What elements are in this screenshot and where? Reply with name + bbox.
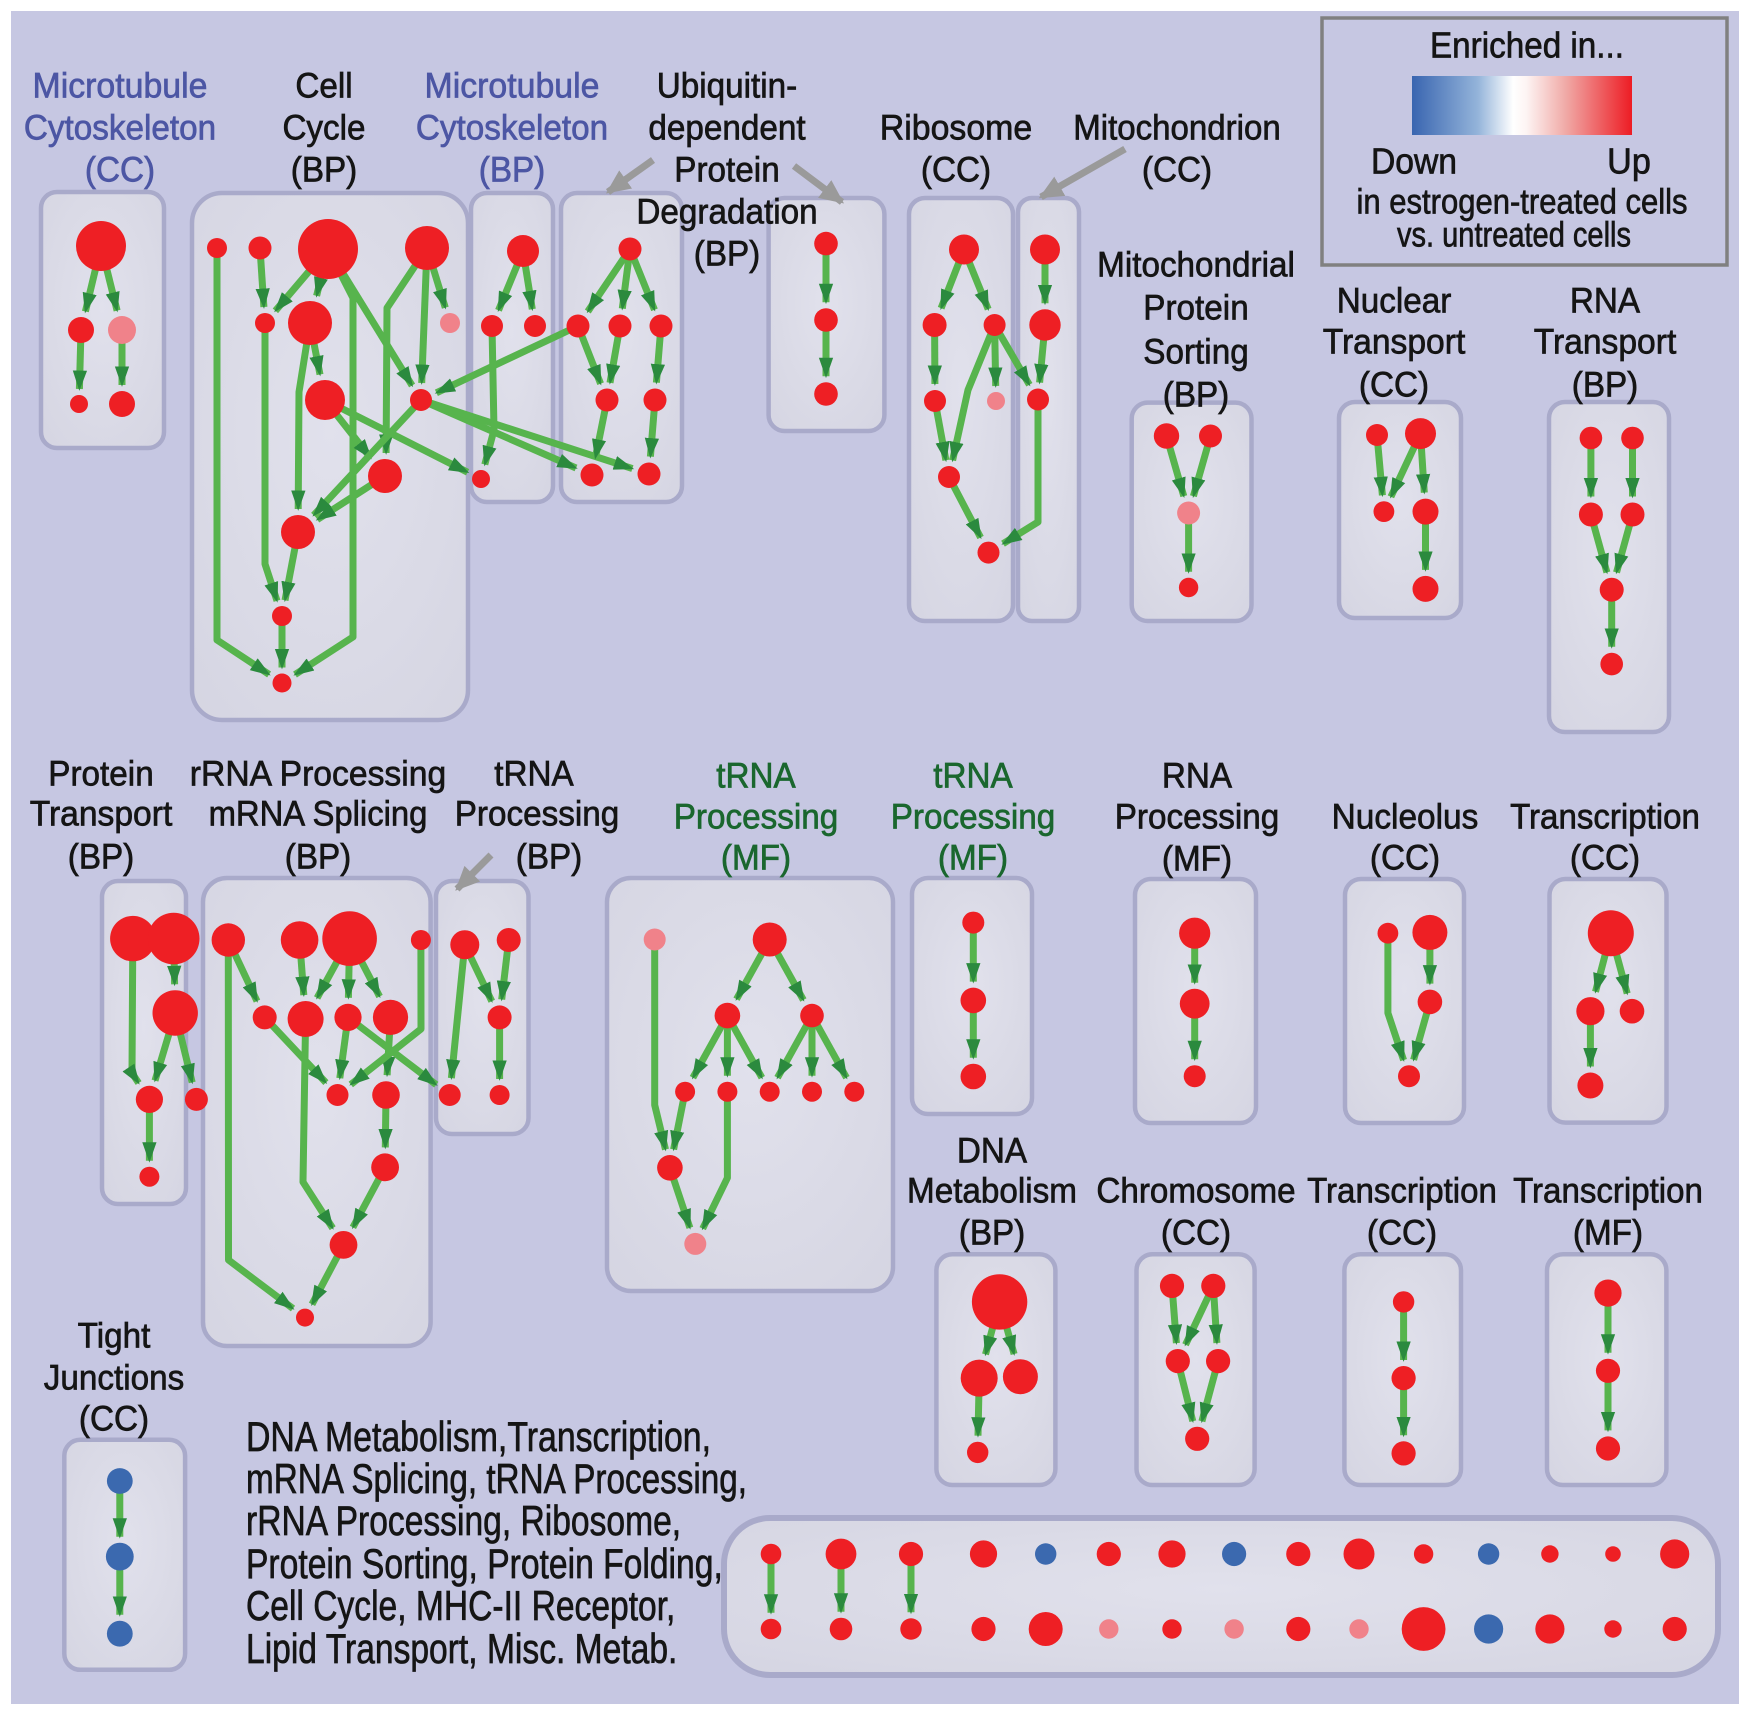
svg-text:Transcription: Transcription xyxy=(1513,1171,1703,1210)
svg-text:(BP): (BP) xyxy=(68,837,135,876)
svg-text:Transport: Transport xyxy=(30,794,173,833)
svg-text:(CC): (CC) xyxy=(921,150,991,189)
svg-text:Transcription: Transcription xyxy=(1510,797,1700,836)
svg-text:Lipid Transport, Misc. Metab.: Lipid Transport, Misc. Metab. xyxy=(246,1625,677,1672)
svg-text:(BP): (BP) xyxy=(516,837,583,876)
svg-text:(CC): (CC) xyxy=(1367,1213,1437,1252)
svg-text:Enriched in...: Enriched in... xyxy=(1430,25,1624,66)
svg-text:DNA Metabolism,Transcription,: DNA Metabolism,Transcription, xyxy=(246,1413,711,1460)
svg-text:(BP): (BP) xyxy=(1163,375,1230,414)
svg-text:Processing: Processing xyxy=(1115,797,1280,836)
svg-text:dependent: dependent xyxy=(648,108,805,147)
svg-text:Nuclear: Nuclear xyxy=(1337,281,1452,320)
svg-text:(CC): (CC) xyxy=(1570,838,1640,877)
svg-text:Cytoskeleton: Cytoskeleton xyxy=(24,108,216,147)
svg-text:(CC): (CC) xyxy=(1370,838,1440,877)
svg-text:mRNA Splicing, tRNA Processing: mRNA Splicing, tRNA Processing, xyxy=(246,1455,747,1502)
svg-text:(BP): (BP) xyxy=(285,837,352,876)
svg-text:Cell Cycle, MHC-II Receptor,: Cell Cycle, MHC-II Receptor, xyxy=(246,1582,675,1629)
svg-text:Protein: Protein xyxy=(674,150,779,189)
svg-text:Sorting: Sorting xyxy=(1143,332,1248,371)
svg-text:(CC): (CC) xyxy=(1161,1213,1231,1252)
svg-text:tRNA: tRNA xyxy=(494,754,574,793)
svg-text:Processing: Processing xyxy=(674,797,839,836)
svg-text:tRNA: tRNA xyxy=(933,756,1013,795)
svg-text:Down: Down xyxy=(1371,141,1457,182)
svg-text:(MF): (MF) xyxy=(1162,839,1232,878)
svg-text:(MF): (MF) xyxy=(938,838,1008,877)
svg-text:in estrogen-treated cells: in estrogen-treated cells xyxy=(1357,182,1688,221)
svg-text:(CC): (CC) xyxy=(85,150,155,189)
svg-text:Processing: Processing xyxy=(455,794,620,833)
svg-text:RNA: RNA xyxy=(1570,281,1641,320)
svg-text:Chromosome: Chromosome xyxy=(1096,1171,1295,1210)
svg-text:(MF): (MF) xyxy=(1573,1213,1643,1252)
svg-text:rRNA Processing: rRNA Processing xyxy=(190,754,446,793)
svg-text:Processing: Processing xyxy=(891,797,1056,836)
svg-text:Up: Up xyxy=(1607,141,1651,182)
svg-text:Cycle: Cycle xyxy=(282,108,365,147)
svg-text:(BP): (BP) xyxy=(694,234,761,273)
svg-text:RNA: RNA xyxy=(1162,756,1233,795)
svg-text:Microtubule: Microtubule xyxy=(33,66,208,105)
svg-text:Protein: Protein xyxy=(1143,288,1248,327)
svg-text:(CC): (CC) xyxy=(79,1399,149,1438)
svg-text:(CC): (CC) xyxy=(1359,365,1429,404)
svg-text:mRNA Splicing: mRNA Splicing xyxy=(209,794,428,833)
svg-text:Transport: Transport xyxy=(1323,322,1466,361)
svg-text:Ubiquitin-: Ubiquitin- xyxy=(657,66,798,105)
svg-text:Protein: Protein xyxy=(48,754,153,793)
svg-text:Tight: Tight xyxy=(78,1316,151,1355)
svg-text:(BP): (BP) xyxy=(479,150,546,189)
svg-text:(MF): (MF) xyxy=(721,838,791,877)
svg-text:Cell: Cell xyxy=(295,66,352,105)
svg-text:(BP): (BP) xyxy=(1572,365,1639,404)
svg-text:Protein Sorting, Protein Foldi: Protein Sorting, Protein Folding, xyxy=(246,1540,723,1587)
svg-text:Transcription: Transcription xyxy=(1307,1171,1497,1210)
svg-text:Microtubule: Microtubule xyxy=(425,66,600,105)
svg-text:(BP): (BP) xyxy=(291,150,358,189)
svg-text:Ribosome: Ribosome xyxy=(880,108,1033,147)
svg-text:Transport: Transport xyxy=(1534,322,1677,361)
svg-text:rRNA Processing, Ribosome,: rRNA Processing, Ribosome, xyxy=(246,1497,681,1544)
svg-text:vs. untreated cells: vs. untreated cells xyxy=(1397,215,1631,254)
svg-text:Junctions: Junctions xyxy=(44,1358,185,1397)
svg-text:DNA: DNA xyxy=(957,1131,1028,1170)
svg-text:Mitochondrion: Mitochondrion xyxy=(1073,108,1281,147)
svg-text:Metabolism: Metabolism xyxy=(907,1171,1077,1210)
svg-text:Cytoskeleton: Cytoskeleton xyxy=(416,108,608,147)
svg-text:Mitochondrial: Mitochondrial xyxy=(1097,245,1295,284)
svg-text:Nucleolus: Nucleolus xyxy=(1332,797,1479,836)
svg-text:Degradation: Degradation xyxy=(636,192,817,231)
svg-text:(BP): (BP) xyxy=(959,1213,1026,1252)
svg-text:(CC): (CC) xyxy=(1142,150,1212,189)
svg-text:tRNA: tRNA xyxy=(716,756,796,795)
